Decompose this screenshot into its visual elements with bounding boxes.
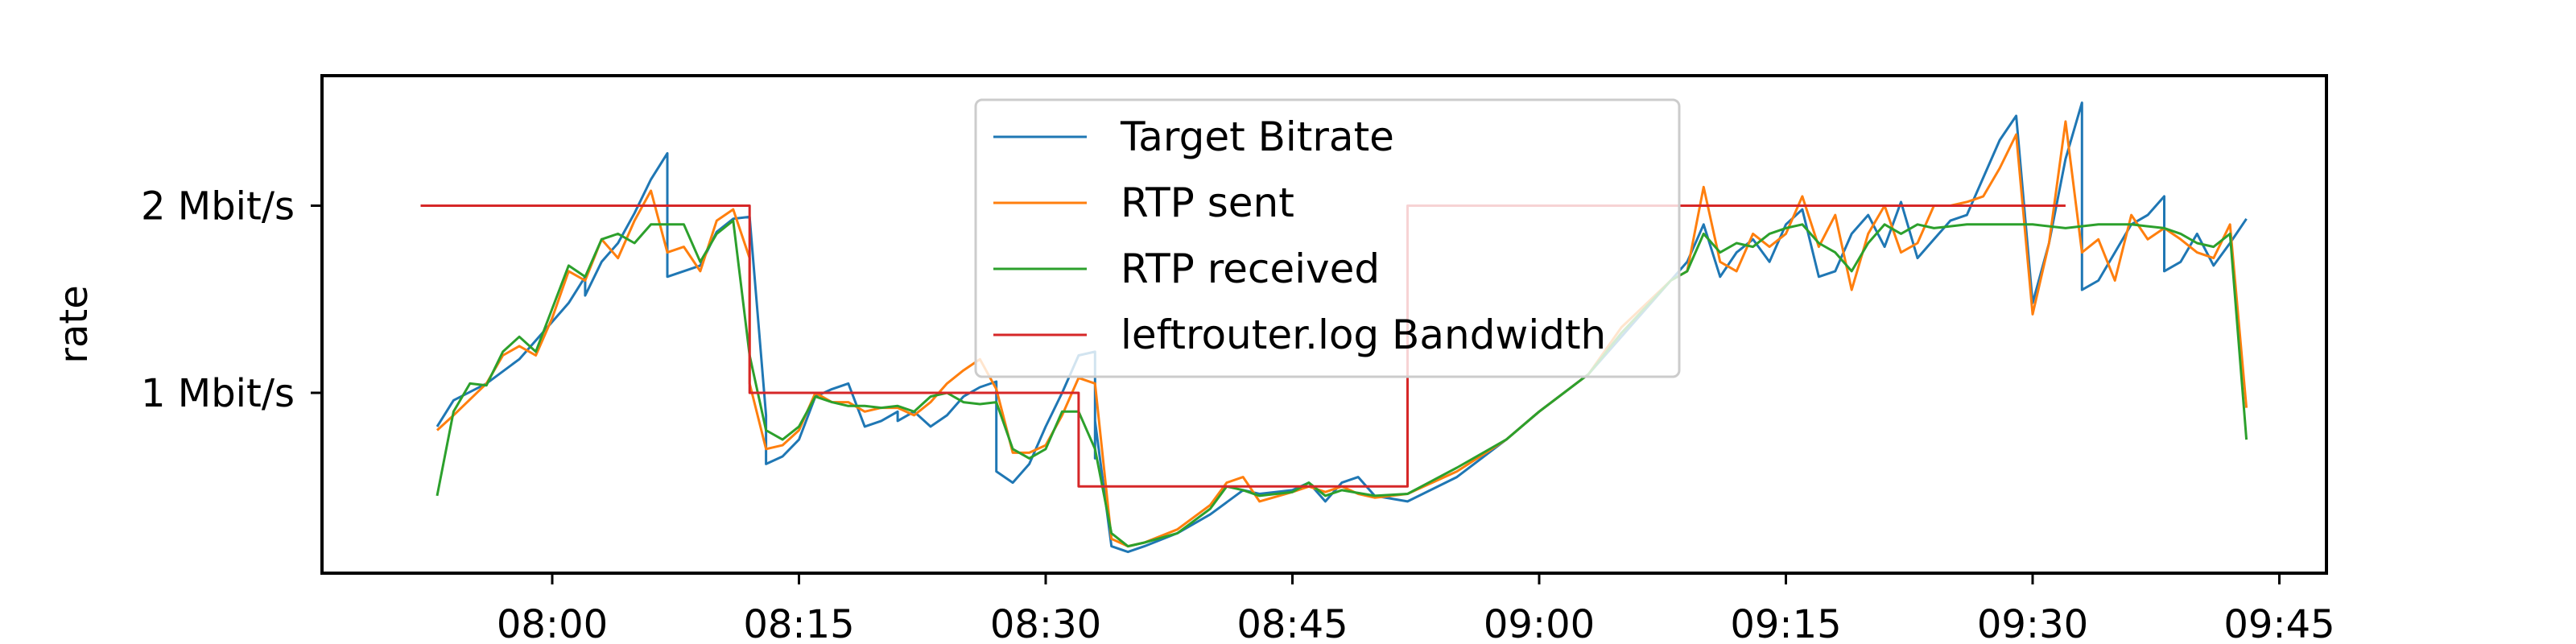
plot-frame	[320, 74, 2328, 575]
legend-label-1: RTP sent	[1121, 180, 1294, 226]
x-tick-label: 08:30	[990, 602, 1101, 644]
legend-label-2: RTP received	[1121, 246, 1380, 292]
x-tick-label: 09:00	[1484, 602, 1595, 644]
legend-box	[974, 98, 1681, 378]
x-tick-label: 08:45	[1236, 602, 1348, 644]
y-tick-label: 1 Mbit/s	[141, 371, 295, 416]
x-tick-label: 08:00	[497, 602, 608, 644]
y-axis: 1 Mbit/s 2 Mbit/s	[141, 184, 322, 416]
series-line-1	[436, 120, 2248, 548]
legend: Target Bitrate RTP sent RTP received leftro…	[974, 98, 1681, 378]
x-tick-label: 09:15	[1730, 602, 1841, 644]
x-tick-label: 09:30	[1977, 602, 2088, 644]
series-layer	[420, 101, 2248, 554]
y-axis-title: rate	[52, 285, 97, 364]
legend-label-0: Target Bitrate	[1120, 114, 1394, 160]
x-tick-label: 08:15	[743, 602, 854, 644]
series-line-2	[436, 219, 2248, 548]
x-tick-label: 09:45	[2223, 602, 2334, 644]
legend-label-3: leftrouter.log Bandwidth	[1121, 312, 1606, 358]
x-axis: 08:00 08:15 08:30 08:45 09:00 09:15 09:30 09:45	[497, 573, 2335, 644]
series-line-0	[436, 101, 2248, 554]
y-tick-label: 2 Mbit/s	[141, 184, 295, 229]
